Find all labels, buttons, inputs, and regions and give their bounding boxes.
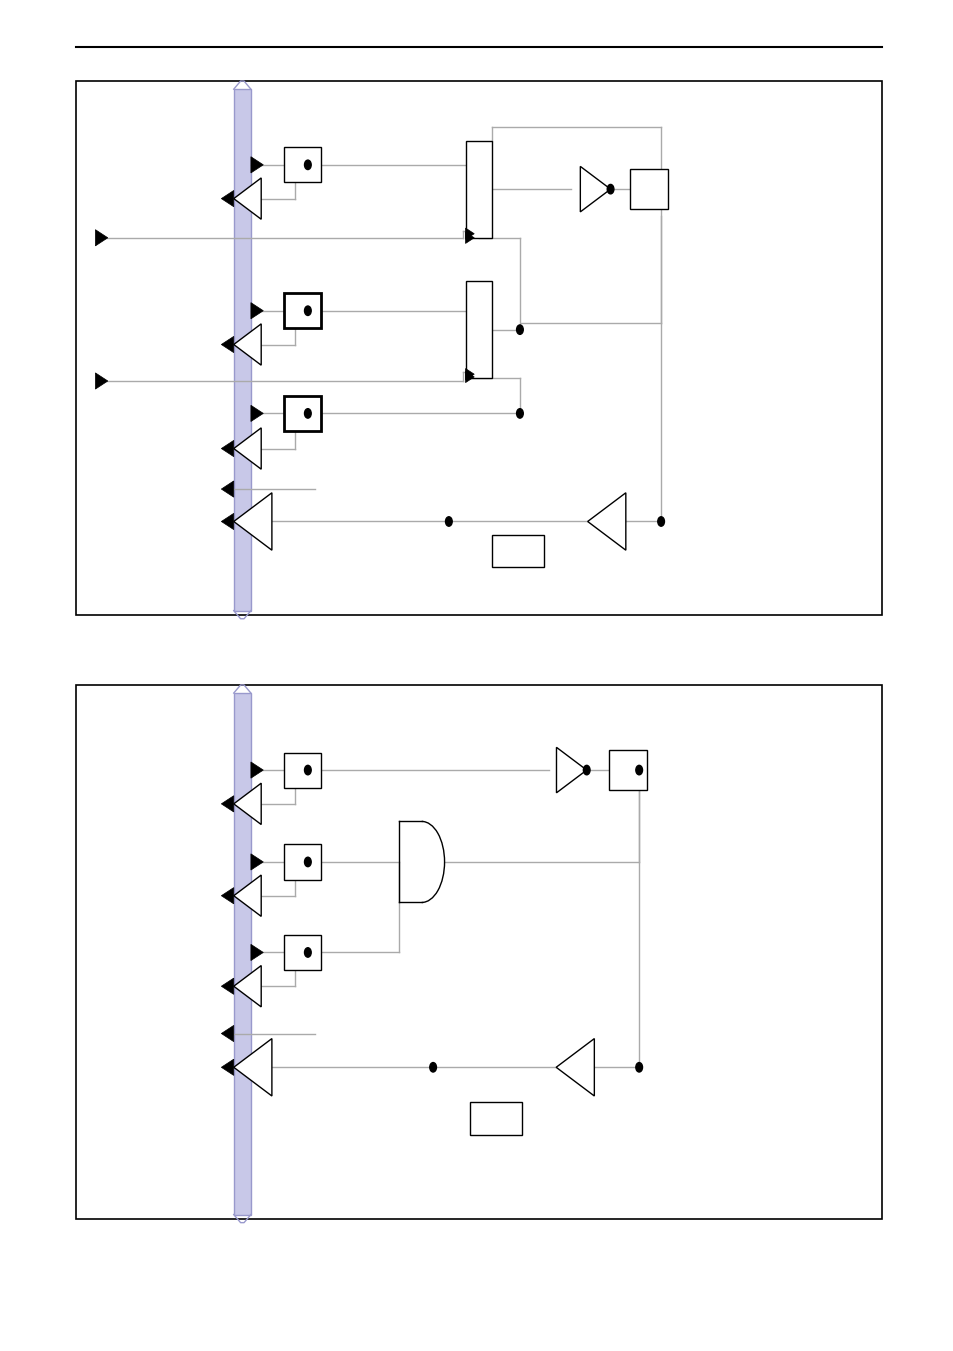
Bar: [629, 169, 667, 209]
Bar: [469, 1102, 522, 1135]
Polygon shape: [251, 303, 263, 319]
Bar: [465, 281, 492, 378]
Polygon shape: [465, 372, 474, 382]
Circle shape: [635, 1062, 642, 1073]
Polygon shape: [465, 232, 474, 243]
Polygon shape: [221, 796, 233, 812]
Polygon shape: [556, 747, 586, 793]
Polygon shape: [233, 1039, 272, 1096]
Polygon shape: [251, 762, 263, 778]
Circle shape: [304, 948, 311, 957]
Circle shape: [304, 765, 311, 775]
Polygon shape: [233, 966, 261, 1006]
Bar: [492, 535, 544, 567]
Polygon shape: [221, 888, 233, 904]
Polygon shape: [251, 944, 263, 961]
Circle shape: [304, 161, 311, 169]
Circle shape: [304, 408, 311, 419]
Polygon shape: [465, 369, 474, 380]
Circle shape: [635, 765, 642, 775]
Polygon shape: [251, 157, 263, 173]
Polygon shape: [221, 1025, 233, 1042]
Circle shape: [429, 1062, 436, 1073]
Bar: [233, 89, 251, 611]
Polygon shape: [233, 493, 272, 550]
Polygon shape: [221, 978, 233, 994]
Polygon shape: [221, 190, 233, 207]
Polygon shape: [465, 228, 474, 239]
Bar: [284, 147, 320, 182]
Circle shape: [516, 408, 522, 419]
Bar: [284, 844, 320, 880]
Polygon shape: [251, 854, 263, 870]
Polygon shape: [251, 405, 263, 422]
Bar: [465, 141, 492, 238]
Circle shape: [606, 185, 614, 195]
Circle shape: [582, 765, 589, 775]
Bar: [76, 685, 882, 1219]
Bar: [284, 753, 320, 788]
Bar: [76, 81, 882, 615]
Polygon shape: [233, 875, 261, 916]
Bar: [284, 396, 320, 431]
Polygon shape: [233, 784, 261, 824]
Circle shape: [304, 307, 311, 316]
Polygon shape: [221, 336, 233, 353]
Circle shape: [657, 516, 663, 527]
Polygon shape: [221, 513, 233, 530]
Polygon shape: [221, 1059, 233, 1075]
Polygon shape: [221, 481, 233, 497]
Polygon shape: [233, 178, 261, 219]
Polygon shape: [579, 166, 610, 212]
Bar: [284, 935, 320, 970]
Polygon shape: [95, 230, 108, 246]
Polygon shape: [556, 1039, 594, 1096]
Polygon shape: [587, 493, 625, 550]
Polygon shape: [233, 428, 261, 469]
Circle shape: [304, 857, 311, 867]
Bar: [233, 693, 251, 1215]
Bar: [284, 293, 320, 328]
Polygon shape: [95, 373, 108, 389]
Polygon shape: [233, 324, 261, 365]
Circle shape: [516, 326, 522, 335]
Circle shape: [445, 516, 452, 527]
Bar: [608, 750, 646, 790]
Polygon shape: [221, 440, 233, 457]
